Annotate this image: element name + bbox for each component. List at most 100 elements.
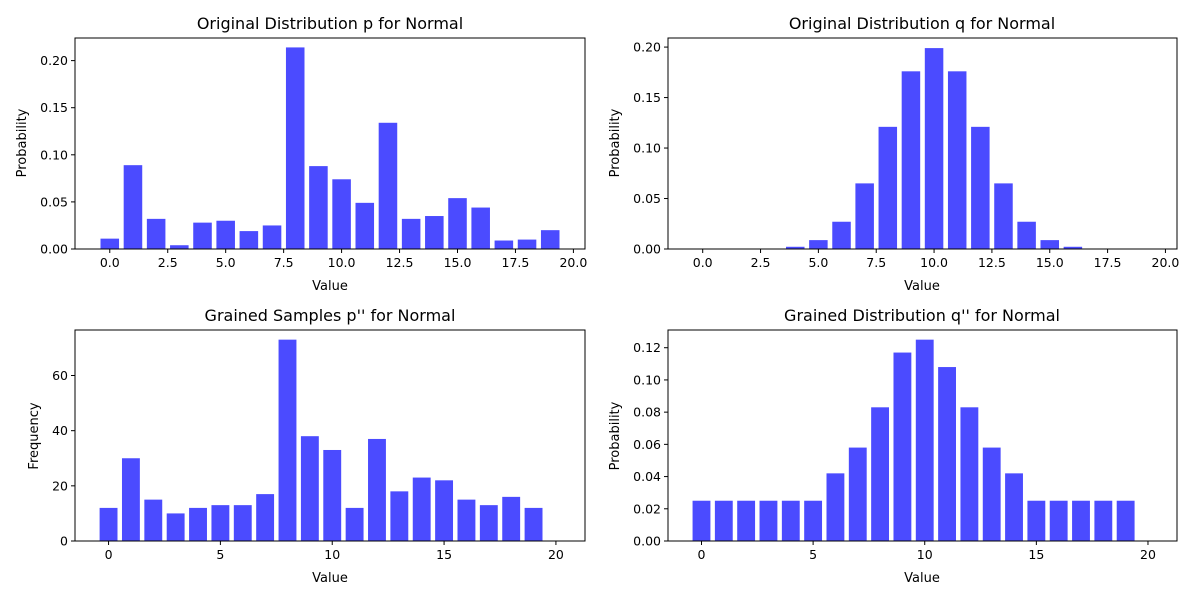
y-tick-label: 0.08 [633, 405, 661, 420]
x-tick-label: 15.0 [444, 255, 472, 270]
x-tick-label: 5 [809, 547, 817, 562]
bar [517, 239, 537, 249]
y-tick-label: 0.10 [40, 147, 68, 162]
bar [915, 339, 934, 541]
x-tick-label: 5.0 [216, 255, 236, 270]
bar [239, 231, 259, 249]
y-tick-label: 0.12 [633, 340, 661, 355]
bar [479, 505, 498, 541]
bar [1063, 246, 1083, 249]
bar [1040, 240, 1060, 249]
x-ticks: 0 5 10 15 20 [105, 541, 564, 562]
y-axis-label: Frequency [27, 402, 42, 469]
bar [540, 230, 560, 249]
bar [1094, 500, 1113, 541]
y-ticks: 0.00 0.05 0.10 0.15 0.20 [40, 53, 75, 257]
bar [144, 499, 163, 541]
chart-panel-q: Original Distribution q for Normal Value… [608, 14, 1179, 294]
bar [189, 507, 207, 541]
bar [378, 122, 398, 249]
bars [692, 339, 1135, 541]
y-tick-label: 0.05 [633, 191, 661, 206]
y-tick-label: 0.15 [633, 90, 661, 105]
x-tick-label: 20.0 [1152, 255, 1180, 270]
y-tick-label: 0.20 [40, 53, 68, 68]
x-tick-label: 17.5 [502, 255, 530, 270]
x-tick-label: 10 [324, 547, 340, 562]
bar [121, 458, 140, 541]
bar [960, 407, 979, 541]
bar [256, 494, 275, 541]
bar [878, 126, 898, 249]
bar [425, 216, 444, 249]
bar [412, 477, 431, 541]
x-ticks: 0.0 2.5 5.0 7.5 10.0 12.5 15.0 17.5 20.0 [693, 249, 1180, 270]
y-axis-label: Probability [608, 108, 623, 177]
bar [809, 240, 828, 249]
bar [692, 500, 711, 541]
bar [786, 246, 805, 249]
x-tick-label: 20 [548, 547, 564, 562]
bar [401, 218, 421, 249]
x-tick-label: 0 [698, 547, 706, 562]
bar [1049, 500, 1068, 541]
bar [1005, 473, 1023, 541]
y-tick-label: 0.10 [633, 141, 661, 156]
plot-frame [667, 37, 1178, 250]
bar [848, 447, 867, 541]
bar [982, 447, 1001, 541]
x-tick-label: 2.5 [158, 255, 178, 270]
chart-panel-p: Original Distribution p for Normal Value… [15, 14, 587, 294]
y-ticks: 0 20 40 60 [52, 368, 75, 549]
x-tick-label: 5 [216, 547, 224, 562]
y-tick-label: 0.15 [40, 100, 68, 115]
x-tick-label: 15 [1028, 547, 1044, 562]
x-tick-label: 12.5 [978, 255, 1006, 270]
x-tick-label: 7.5 [866, 255, 886, 270]
bar [1116, 500, 1135, 541]
bars [786, 48, 1083, 249]
bar [216, 220, 235, 249]
bar [893, 352, 912, 541]
y-tick-label: 0.02 [633, 501, 661, 516]
bar [323, 449, 342, 541]
bar [1017, 221, 1036, 249]
bar [435, 480, 454, 541]
bar [1072, 500, 1090, 541]
bar [502, 496, 521, 541]
bar [901, 71, 921, 249]
y-tick-label: 0.05 [40, 194, 68, 209]
plot-frame [667, 329, 1178, 542]
x-tick-label: 0 [105, 547, 113, 562]
x-tick-label: 10 [917, 547, 933, 562]
bars [100, 47, 560, 250]
bar [826, 473, 845, 541]
bar [524, 507, 543, 541]
bar [938, 367, 956, 541]
x-tick-label: 17.5 [1094, 255, 1122, 270]
x-tick-label: 0.0 [100, 255, 120, 270]
x-axis-label: Value [904, 279, 940, 294]
bar [924, 48, 944, 249]
x-tick-label: 12.5 [386, 255, 414, 270]
bar [457, 499, 476, 541]
bar [737, 500, 756, 541]
x-axis-label: Value [312, 279, 348, 294]
bar [448, 198, 467, 249]
x-axis-label: Value [312, 571, 348, 586]
bars [99, 339, 543, 541]
bar [971, 126, 990, 249]
x-tick-label: 15 [436, 547, 452, 562]
bar [855, 183, 874, 249]
bar [211, 505, 230, 541]
y-ticks: 0.00 0.02 0.04 0.06 0.08 0.10 0.12 [633, 340, 668, 549]
bar [193, 222, 212, 250]
y-tick-label: 0.10 [633, 372, 661, 387]
y-axis-label: Probability [15, 108, 30, 177]
y-tick-label: 0.00 [633, 534, 661, 549]
x-axis-label: Value [904, 571, 940, 586]
x-ticks: 0 5 10 15 20 [698, 541, 1156, 562]
y-tick-label: 0.00 [40, 242, 68, 257]
bar [471, 207, 490, 249]
